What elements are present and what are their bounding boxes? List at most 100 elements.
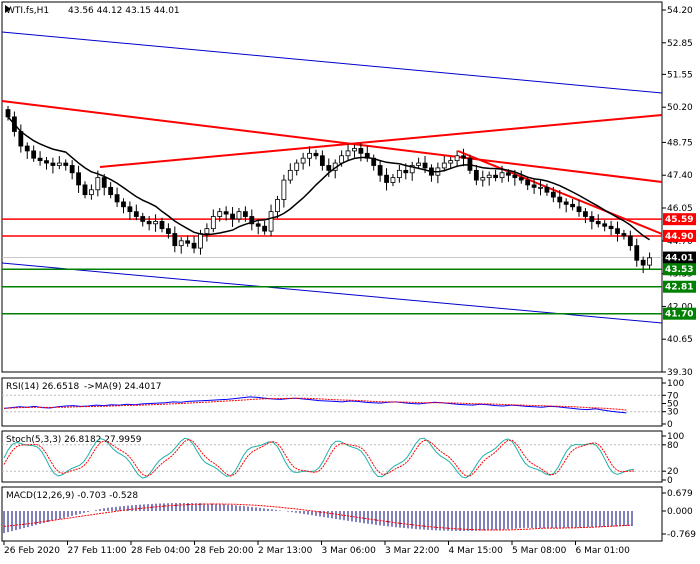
candle-body xyxy=(76,172,81,186)
candle-body xyxy=(441,162,447,169)
candle-body xyxy=(44,160,49,164)
candle-body xyxy=(275,199,280,213)
candle-body xyxy=(615,228,620,234)
candle-body xyxy=(89,189,94,196)
stoch-tick-label: 20 xyxy=(667,467,679,477)
candle-body xyxy=(313,152,319,157)
main-panel-frame xyxy=(1,1,663,373)
price-label-box xyxy=(663,251,696,264)
time-tick-label: 28 Feb 04:00 xyxy=(131,546,190,556)
price-tick-label: 50.20 xyxy=(667,103,693,113)
candle-body xyxy=(210,216,216,230)
play-arrow-icon xyxy=(5,5,11,13)
candle-body xyxy=(595,220,601,225)
stoch-panel-frame xyxy=(1,430,663,483)
macd-tick-label: -0.769 xyxy=(667,530,696,540)
candle-body xyxy=(223,211,229,215)
candle-body xyxy=(56,162,62,166)
candle-body xyxy=(358,148,364,154)
candle-body xyxy=(50,162,56,166)
candle-body xyxy=(268,211,274,232)
candle-body xyxy=(326,165,332,171)
candle-body xyxy=(159,220,165,230)
candle-body xyxy=(133,211,139,217)
macd-panel-frame xyxy=(1,486,663,542)
price-label-text: 41.70 xyxy=(665,310,693,320)
candle-body xyxy=(621,233,627,237)
candle-body xyxy=(557,196,563,203)
time-tick-label: 5 Mar 08:00 xyxy=(512,546,567,556)
candle-body xyxy=(300,157,306,164)
macd-tick-label: 0.679 xyxy=(667,489,693,499)
rsi-tick-label: 50 xyxy=(667,400,679,410)
candle-body xyxy=(204,228,210,234)
price-tick-label: 40.65 xyxy=(667,335,693,345)
channel-upper-line xyxy=(1,31,663,94)
candle-body xyxy=(602,223,608,227)
price-label-text: 42.81 xyxy=(665,283,693,293)
candle-body xyxy=(486,174,492,179)
rsi-label: RSI(14) 26.6518 xyxy=(6,382,79,392)
candle-body xyxy=(538,186,543,189)
time-axis: 26 Feb 2020 27 Feb 11:00 28 Feb 04:00 28 Fe… xyxy=(3,541,630,556)
price-tick-label: 46.05 xyxy=(667,204,693,214)
candle-body xyxy=(390,177,396,183)
candle-body xyxy=(550,191,556,198)
candle-body xyxy=(255,223,261,227)
price-tick-label: 52.85 xyxy=(667,39,693,49)
price-tick-label: 54.20 xyxy=(667,6,693,16)
time-tick-label: 27 Feb 11:00 xyxy=(68,546,127,556)
symbol-title: WTI.fs,H1 xyxy=(6,6,49,16)
rsi-tick-label: 100 xyxy=(667,379,684,389)
candle-body xyxy=(512,174,518,179)
candle-body xyxy=(563,201,569,205)
macd-histogram xyxy=(3,503,633,534)
candle-body xyxy=(627,235,633,247)
candle-body xyxy=(5,109,11,118)
rsi-ma-label: ->MA(9) 24.4017 xyxy=(84,382,162,392)
price-tick-label: 48.75 xyxy=(667,138,693,148)
candle-body xyxy=(518,177,524,181)
price-label-box xyxy=(663,229,696,242)
candle-body xyxy=(454,155,460,162)
rsi-tick-label: 70 xyxy=(667,391,679,401)
candle-body xyxy=(319,155,325,166)
stoch-signal-line xyxy=(3,438,635,477)
candle-body xyxy=(506,172,511,176)
main-price-panel: 54.2052.8551.5550.2048.7547.4046.0544.70… xyxy=(1,1,696,378)
candle-body xyxy=(18,131,24,147)
candle-body xyxy=(217,211,223,217)
candle-body xyxy=(416,162,422,166)
time-tick-label: 4 Mar 15:00 xyxy=(449,546,504,556)
support-trendline xyxy=(99,114,663,168)
candle-body xyxy=(448,160,454,164)
candle-body xyxy=(165,228,171,234)
candle-body xyxy=(647,257,652,266)
candle-body xyxy=(127,206,133,213)
price-tick-label: 51.55 xyxy=(667,70,693,80)
time-tick-label: 26 Feb 2020 xyxy=(4,546,60,556)
candle-body xyxy=(262,225,268,232)
price-label-text: 44.90 xyxy=(665,232,693,242)
stoch-label: Stoch(5,3,3) 26.8182 27.9959 xyxy=(6,435,142,445)
stoch-main-line xyxy=(3,437,635,479)
candle-body xyxy=(576,206,582,213)
macd-label: MACD(12,26,9) -0.703 -0.528 xyxy=(6,491,138,501)
price-tick-label: 47.40 xyxy=(667,171,693,181)
candle-body xyxy=(31,150,37,159)
candle-body xyxy=(108,186,114,196)
price-label-text: 45.59 xyxy=(665,215,693,225)
candle-body xyxy=(396,169,402,179)
candle-body xyxy=(377,165,383,176)
rsi-panel: RSI(14) 26.6518 ->MA(9) 24.4017 100 70503… xyxy=(1,377,684,430)
macd-panel: MACD(12,26,9) -0.703 -0.528 0.679 0.000 -0… xyxy=(1,486,696,542)
candle-body xyxy=(153,220,158,225)
candle-body xyxy=(634,245,640,261)
candlesticks xyxy=(5,105,652,274)
candle-body xyxy=(422,162,428,169)
price-label-box xyxy=(663,307,696,320)
rsi-panel-frame xyxy=(1,377,663,427)
